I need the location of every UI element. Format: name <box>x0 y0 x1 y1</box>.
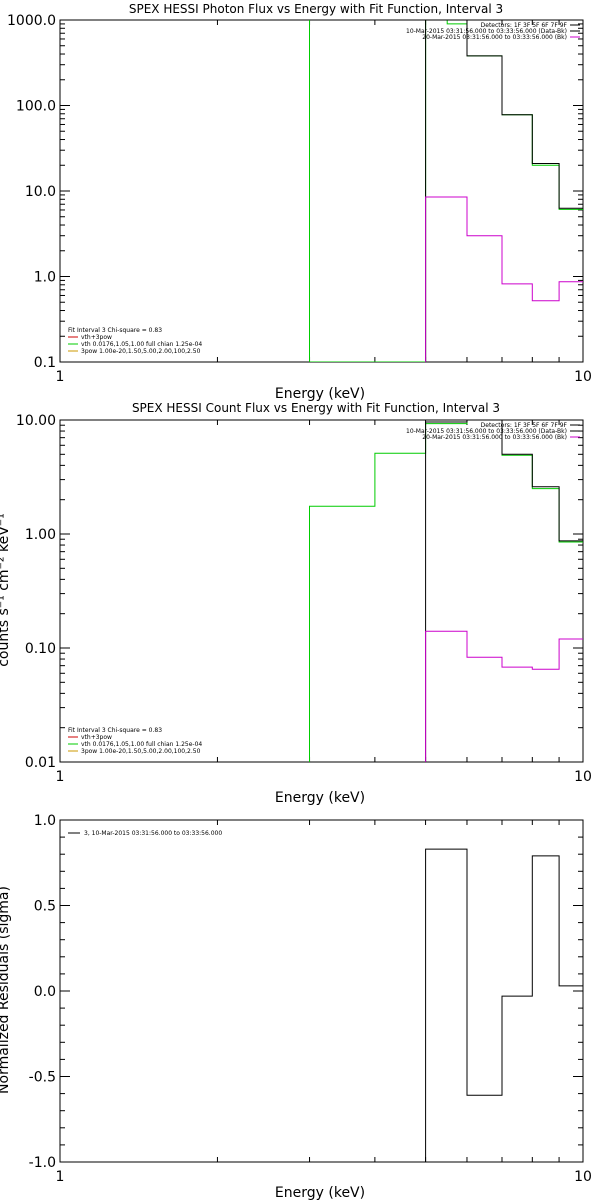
legend-top-entry: 10-Mar-2015 03:31:56.000 to 03:33:56.000… <box>406 28 567 35</box>
series-line-2 <box>425 196 583 362</box>
series-group <box>309 420 583 762</box>
legend-bottom-entry: 3pow 1.00e-20,1.50,5.00,2.00,100,2.50 <box>81 348 201 355</box>
x-tick-label: 10 <box>574 769 592 785</box>
x-tick-label: 1 <box>56 769 65 785</box>
series-line-1 <box>425 20 583 362</box>
plot-frame <box>59 419 584 763</box>
series-line-0 <box>309 420 583 762</box>
y-tick-label: 0.1 <box>34 355 56 371</box>
y-tick-label: -0.5 <box>29 1070 56 1086</box>
y-tick-label: 0.10 <box>25 641 56 657</box>
count-flux-ylabel: counts s⁻¹ cm⁻² keV⁻¹ <box>0 513 12 667</box>
legend-bottom-entry: vth+3pow <box>81 334 112 341</box>
y-tick-label: 1.00 <box>25 527 56 543</box>
count-flux-panel: SPEX HESSI Count Flux vs Energy with Fit… <box>0 401 592 806</box>
x-tick-label: 1 <box>56 1169 65 1185</box>
y-tick-label: 1.0 <box>34 270 56 286</box>
legend-top-entry: 3, 10-Mar-2015 03:31:56.000 to 03:33:56.… <box>84 830 222 837</box>
y-tick-label: 10.0 <box>25 184 56 200</box>
residuals-ylabel: Normalized Residuals (sigma) <box>0 886 12 1094</box>
photon-flux-title: SPEX HESSI Photon Flux vs Energy with Fi… <box>129 2 503 16</box>
legend-top-entry: 20-Mar-2015 03:31:56.000 to 03:33:56.000… <box>422 34 567 41</box>
legend-top-entry: 10-Mar-2015 03:31:56.000 to 03:33:56.000… <box>406 428 567 435</box>
count-flux-xlabel: Energy (keV) <box>275 790 365 806</box>
legend-bottom-entry: vth 0.0176,1.05,1.00 full chian 1.25e-04 <box>81 741 202 748</box>
plot-frame <box>59 19 584 363</box>
y-tick-label: 0.0 <box>34 984 56 1000</box>
photon-flux-panel: SPEX HESSI Photon Flux vs Energy with Fi… <box>7 2 592 402</box>
series-group <box>309 20 583 362</box>
photon-flux-xlabel: Energy (keV) <box>275 386 365 402</box>
series-line-0 <box>309 20 583 362</box>
y-tick-label: 0.01 <box>25 755 56 771</box>
legend-bottom-entry: vth 0.0176,1.05,1.00 full chian 1.25e-04 <box>81 341 202 348</box>
legend-bottom-entry: Fit Interval 3 Chi-square = 0.83 <box>68 327 162 334</box>
series-line-2 <box>425 630 583 762</box>
series-line-0 <box>425 848 583 1162</box>
legend-bottom-entry: vth+3pow <box>81 734 112 741</box>
y-tick-label: 1.0 <box>34 813 56 829</box>
y-tick-label: 1000.0 <box>7 13 56 29</box>
count-flux-title: SPEX HESSI Count Flux vs Energy with Fit… <box>132 401 500 415</box>
series-group <box>425 848 583 1162</box>
residuals-panel: Energy (keV) Normalized Residuals (sigma… <box>0 813 592 1200</box>
x-tick-label: 10 <box>574 369 592 385</box>
series-line-1 <box>425 420 583 762</box>
y-tick-label: -1.0 <box>29 1155 56 1171</box>
x-tick-label: 10 <box>574 1169 592 1185</box>
legend-top-entry: Detectors: 1F 3F 5F 6F 7F 9F <box>481 422 568 429</box>
legend-bottom-entry: Fit Interval 3 Chi-square = 0.83 <box>68 727 162 734</box>
legend-bottom-entry: 3pow 1.00e-20,1.50,5.00,2.00,100,2.50 <box>81 748 201 755</box>
y-tick-label: 100.0 <box>16 99 56 115</box>
legend-top-entry: 20-Mar-2015 03:31:56.000 to 03:33:56.000… <box>422 434 567 441</box>
plot-frame <box>59 819 584 1163</box>
y-tick-label: 0.5 <box>34 899 56 915</box>
y-tick-label: 10.00 <box>16 413 56 429</box>
x-tick-label: 1 <box>56 369 65 385</box>
legend-top-entry: Detectors: 1F 3F 5F 6F 7F 9F <box>481 22 568 29</box>
residuals-xlabel: Energy (keV) <box>275 1185 365 1200</box>
